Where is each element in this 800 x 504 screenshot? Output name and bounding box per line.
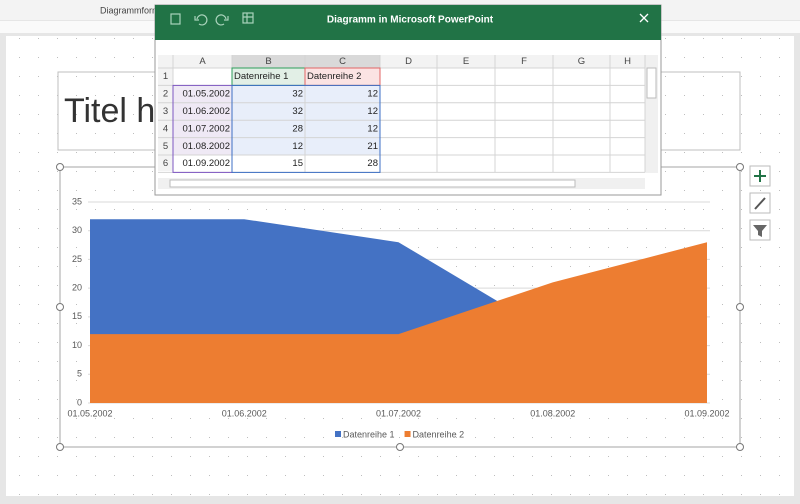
column-header: G [578,56,585,67]
y-tick-label: 30 [72,225,82,235]
y-tick-label: 15 [72,311,82,321]
window-title: Diagramm in Microsoft PowerPoint [327,15,494,26]
toolbar-icons[interactable] [170,12,254,26]
row-header: 3 [163,106,168,117]
column-header: B [265,56,271,67]
cell: Datenreihe 1 [234,71,288,82]
cell: 32 [292,89,303,100]
handles [56,163,744,451]
legend-label: Datenreihe 2 [413,429,465,439]
y-tick-label: 25 [72,254,82,264]
row-header: 1 [163,71,168,82]
ribbon-label: Diagrammform [100,5,160,15]
cell: 01.09.2002 [182,158,230,169]
x-tick-label: 01.08.2002 [530,408,575,418]
cell: 01.08.2002 [182,141,230,152]
close-button[interactable] [639,13,649,23]
x-tick-label: 01.06.2002 [222,408,267,418]
spreadsheet-window: Diagramm in Microsoft PowerPoint [154,4,662,196]
row-header: 6 [163,158,168,169]
y-tick-label: 10 [72,340,82,350]
x-tick-label: 01.05.2002 [67,408,112,418]
chart-buttons[interactable] [749,165,771,241]
row-header: 2 [163,89,168,100]
column-header: D [405,56,412,67]
x-tick-label: 01.09.2002 [684,408,729,418]
cell: 32 [292,106,303,117]
cell: 12 [367,123,378,134]
cell: 12 [367,89,378,100]
cell: Datenreihe 2 [307,71,361,82]
legend-swatch [404,431,411,437]
row-header: 4 [163,123,168,134]
legend-swatch [335,431,341,437]
cell: 01.07.2002 [182,123,230,134]
column-header: E [463,56,469,67]
cell: 15 [292,158,303,169]
y-tick-label: 35 [72,196,82,206]
column-header: F [521,56,527,67]
area [90,242,707,403]
y-tick-label: 20 [72,283,82,293]
cell: 28 [367,158,378,169]
x-tick-label: 01.07.2002 [376,408,421,418]
row-header: 5 [163,141,168,152]
slide-title[interactable]: Titel h [64,92,155,130]
cell: 12 [367,106,378,117]
cell: 01.05.2002 [182,89,230,100]
y-tick-label: 5 [77,369,82,379]
y-tick-label: 0 [77,397,82,407]
chart: 0 5 10 15 20 25 30 35 01.05.2002 01.06.2002 01.07.… [67,196,729,439]
column-header: C [339,56,346,67]
cell: 01.06.2002 [182,106,230,117]
cell: 28 [292,123,303,134]
cell: 21 [367,141,378,152]
cell: 12 [292,141,303,152]
column-header: A [199,56,206,67]
column-header: H [624,56,631,67]
selection [231,84,381,173]
legend-label: Datenreihe 1 [343,429,395,439]
